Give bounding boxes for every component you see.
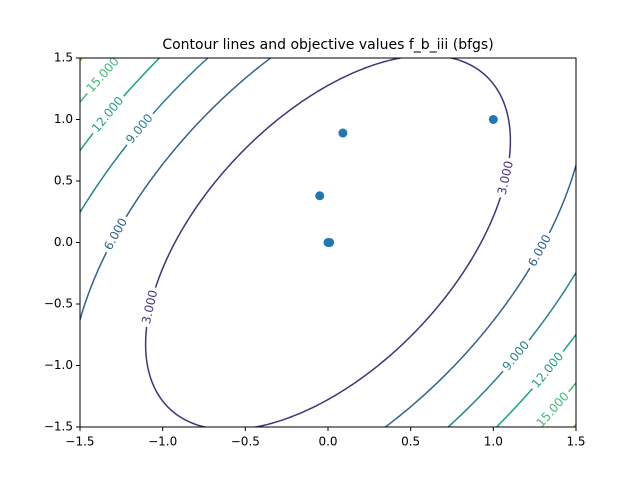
contour-line <box>80 58 576 427</box>
chart-title: Contour lines and objective values f_b_i… <box>162 37 493 53</box>
x-tick-label: −1.0 <box>148 435 177 449</box>
x-tick-label: 0.5 <box>401 435 420 449</box>
x-tick-label: 1.5 <box>566 435 585 449</box>
contour-label-background <box>527 347 569 394</box>
scatter-point <box>315 191 325 201</box>
y-tick-label: 0.5 <box>54 174 73 188</box>
x-tick-label: 1.0 <box>484 435 503 449</box>
y-tick-label: 1.0 <box>54 112 73 126</box>
scatter-point <box>488 115 498 124</box>
y-tick-label: 1.5 <box>54 51 73 65</box>
scatter-point <box>338 128 348 138</box>
scatter-point <box>325 238 335 247</box>
contour-label-background <box>87 91 129 138</box>
y-tick-label: −1.5 <box>44 420 73 434</box>
contour-label-background <box>497 335 535 376</box>
y-tick-label: −1.0 <box>44 358 73 372</box>
contour-label-background <box>121 109 159 150</box>
x-tick-label: −0.5 <box>231 435 260 449</box>
y-tick-label: 0.0 <box>54 235 73 249</box>
y-tick-label: −0.5 <box>44 297 73 311</box>
x-tick-label: 0.0 <box>318 435 337 449</box>
contour-label-background <box>100 213 132 256</box>
contour-label-group: 3.000 <box>138 285 162 329</box>
contour-label-group: 3.000 <box>494 156 518 200</box>
contour-label-background <box>138 285 162 329</box>
x-tick-label: −1.5 <box>65 435 94 449</box>
contour-label-background <box>81 58 125 98</box>
contour-label-background <box>531 387 575 427</box>
contour-line <box>144 58 512 427</box>
contour-label-background <box>494 156 518 200</box>
contour-label-background <box>524 229 556 272</box>
